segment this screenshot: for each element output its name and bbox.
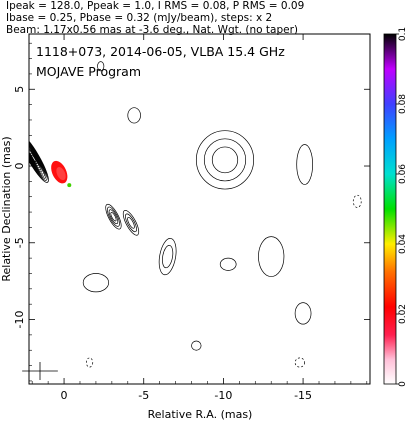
contour-2-level-2 [127,216,135,229]
plot-frame [28,33,371,385]
contour-4-level-0 [195,130,255,190]
negative-contour-1 [86,357,94,368]
x-tick-label-0: 0 [61,389,68,402]
contour-10-level-0 [97,61,105,72]
contour-3-level-0 [158,238,177,276]
y-axis-label: Relative Declination (mas) [0,136,13,281]
contour-1-level-2 [108,209,119,225]
contour-2-level-1 [125,213,137,233]
contour-6-level-0 [258,236,285,277]
contour-5-level-0 [296,144,313,185]
contour-0-level-2 [29,138,47,179]
contour-8-level-0 [294,302,312,325]
chart-title: 1118+073, 2014-06-05, VLBA 15.4 GHz [36,44,285,59]
contour-0-level-9 [30,152,38,165]
contour-1-level-1 [107,206,120,227]
jet-polarization-spot [67,183,72,188]
colorbar-tick-label-3: 0.06 [398,164,408,184]
negative-contour-2 [294,357,306,368]
contour-layer [29,61,362,368]
core-polarization-peak [56,166,66,181]
contour-12-level-0 [191,340,202,351]
chart-subtitle: MOJAVE Program [36,64,141,79]
contour-0-level-10 [31,154,37,163]
colorbar-tick-label-5: 0.1 [398,27,408,41]
x-ticks: 0 -5 -10 -15 [31,34,368,402]
contour-7-level-0 [219,257,237,271]
y-tick-label-0: 5 [13,86,26,93]
x-tick-label-2: -10 [214,389,232,402]
beam-marker [22,362,58,380]
header-line-stats: Ipeak = 128.0, Ppeak = 1.0, I RMS = 0.08… [6,0,305,12]
colorbar-tick-label-2: 0.04 [398,234,408,254]
contour-0-level-4 [29,142,44,175]
y-tick-label-1: 0 [13,163,26,170]
colorbar-tick-label-4: 0.08 [398,94,408,114]
contour-1-level-3 [110,212,117,222]
y-tick-label-3: -10 [13,311,26,329]
x-tick-label-3: -15 [294,389,312,402]
colorbar [383,33,397,385]
contour-0-level-0 [29,133,49,183]
negative-contour-0 [352,194,362,208]
colorbar-tick-label-0: 0 [398,381,408,387]
contour-4-level-2 [211,146,239,174]
x-axis-label: Relative R.A. (mas) [148,408,253,421]
y-ticks: 5 0 -5 -10 [13,42,370,382]
colorbar-tick-label-1: 0.02 [398,304,408,324]
contour-1-level-0 [105,203,122,230]
contour-0-level-7 [29,148,40,169]
header-line-base: Ibase = 0.25, Pbase = 0.32 (mJy/beam), s… [6,12,273,24]
contour-9-level-0 [127,107,141,124]
contour-4-level-1 [203,138,247,182]
y-tick-label-2: -5 [13,237,26,248]
header-line-beam: Beam: 1.17x0.56 mas at -3.6 deg., Nat. W… [6,24,299,36]
x-tick-label-1: -5 [138,389,149,402]
contour-0-level-6 [29,146,42,171]
contour-11-level-0 [82,273,110,293]
contour-3-level-1 [162,245,174,269]
colorbar-ticks: 0 0.02 0.04 0.06 0.08 0.1 [396,27,408,387]
contour-0-level-5 [29,144,43,173]
contour-2-level-0 [122,210,140,236]
polarized-core [51,160,72,188]
contour-0-level-3 [29,140,46,177]
